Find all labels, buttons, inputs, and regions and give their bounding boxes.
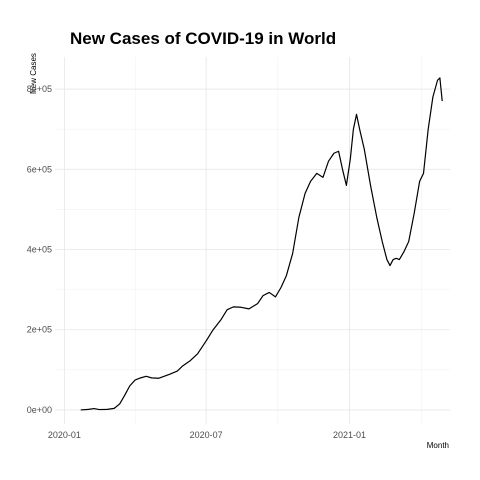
y-tick-label: 8e+05 xyxy=(27,84,52,94)
y-tick-label: 0e+00 xyxy=(27,405,52,415)
y-tick-label: 4e+05 xyxy=(27,245,52,255)
y-tick-label: 6e+05 xyxy=(27,164,52,174)
x-tick-label: 2020-01 xyxy=(48,430,81,440)
series-line xyxy=(80,77,443,411)
y-tick-label: 2e+05 xyxy=(27,325,52,335)
tick-labels: 0e+00 2e+05 4e+05 6e+05 8e+05 2020-01 2020-07 2… xyxy=(27,84,366,440)
x-axis-label: Month xyxy=(427,441,449,450)
grid xyxy=(55,57,450,424)
chart-title: New Cases of COVID-19 in World xyxy=(70,29,336,48)
y-axis-label: New Cases xyxy=(29,53,38,94)
x-tick-label: 2021-01 xyxy=(333,430,366,440)
x-tick-label: 2020-07 xyxy=(190,430,223,440)
